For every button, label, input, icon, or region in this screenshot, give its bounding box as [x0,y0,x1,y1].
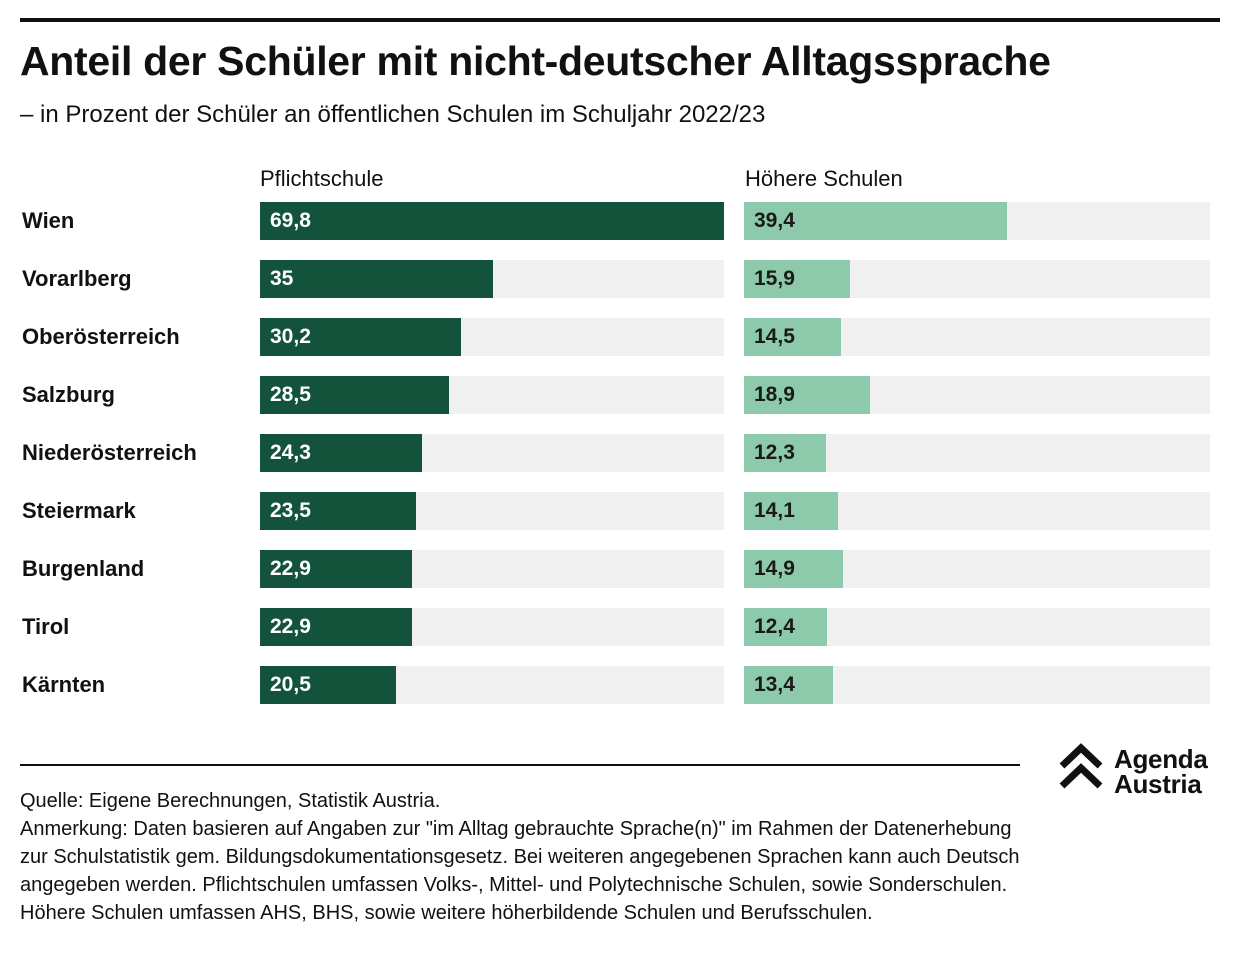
bar-track-hoehere-schulen-niederoesterreich: 12,3 [744,434,1210,472]
category-label-oberoesterreich: Oberösterreich [22,324,180,349]
bar-track-hoehere-schulen-salzburg: 18,9 [744,376,1210,414]
bar-track-hoehere-schulen-tirol: 12,4 [744,608,1210,646]
data-label-hoehere-schulen-kaernten: 13,4 [754,673,795,696]
agenda-austria-logo: Agenda Austria [1058,742,1228,798]
top-rule [20,18,1220,22]
category-label-wien: Wien [22,208,75,233]
bar-hoehere-schulen-tirol: 12,4 [744,608,827,646]
category-label-kaernten: Kärnten [22,672,106,697]
chart-title: Anteil der Schüler mit nicht-deutscher A… [20,38,1051,84]
data-label-pflichtschule-oberoesterreich: 30,2 [270,325,311,348]
bar-track-hoehere-schulen-oberoesterreich: 14,5 [744,318,1210,356]
logo-text-line-2: Austria [1114,769,1202,799]
bar-track-hoehere-schulen-wien: 39,4 [744,202,1210,240]
data-label-pflichtschule-tirol: 22,9 [270,615,311,638]
chart-subtitle: – in Prozent der Schüler an öffentlichen… [20,101,766,128]
data-label-hoehere-schulen-wien: 39,4 [754,209,795,232]
data-label-pflichtschule-steiermark: 23,5 [270,499,311,522]
bar-hoehere-schulen-oberoesterreich: 14,5 [744,318,841,356]
data-label-pflichtschule-burgenland: 22,9 [270,557,311,580]
bar-track-pflichtschule-burgenland: 22,9 [260,550,724,588]
bar-hoehere-schulen-wien: 39,4 [744,202,1007,240]
bar-pflichtschule-kaernten: 20,5 [260,666,396,704]
methodology-note: Anmerkung: Daten basieren auf Angaben zu… [20,818,1020,924]
category-label-steiermark: Steiermark [22,498,136,523]
bar-pflichtschule-wien: 69,8 [260,202,724,240]
data-label-pflichtschule-vorarlberg: 35 [270,267,294,290]
bar-pflichtschule-vorarlberg: 35 [260,260,493,298]
data-label-pflichtschule-niederoesterreich: 24,3 [270,441,311,464]
bar-pflichtschule-niederoesterreich: 24,3 [260,434,422,472]
bar-track-hoehere-schulen-kaernten: 13,4 [744,666,1210,704]
bar-hoehere-schulen-burgenland: 14,9 [744,550,843,588]
column-header-pflichtschule: Pflichtschule [260,166,384,191]
bar-track-hoehere-schulen-burgenland: 14,9 [744,550,1210,588]
source-note: Quelle: Eigene Berechnungen, Statistik A… [20,790,441,812]
column-header-hoehere-schulen: Höhere Schulen [745,166,903,191]
bar-pflichtschule-steiermark: 23,5 [260,492,416,530]
double-chevron-up-icon [1059,743,1103,789]
bar-pflichtschule-tirol: 22,9 [260,608,412,646]
bar-track-hoehere-schulen-steiermark: 14,1 [744,492,1210,530]
bar-hoehere-schulen-salzburg: 18,9 [744,376,870,414]
category-label-niederoesterreich: Niederösterreich [22,440,197,465]
bar-pflichtschule-salzburg: 28,5 [260,376,449,414]
category-label-burgenland: Burgenland [22,556,145,581]
data-label-pflichtschule-salzburg: 28,5 [270,383,311,406]
bar-track-pflichtschule-niederoesterreich: 24,3 [260,434,724,472]
data-label-hoehere-schulen-tirol: 12,4 [754,615,795,638]
bar-track-hoehere-schulen-vorarlberg: 15,9 [744,260,1210,298]
category-label-salzburg: Salzburg [22,382,115,407]
data-label-pflichtschule-wien: 69,8 [270,209,311,232]
bar-track-pflichtschule-oberoesterreich: 30,2 [260,318,724,356]
logo-text-line-1: Agenda [1114,744,1208,774]
bar-track-pflichtschule-wien: 69,8 [260,202,724,240]
bar-hoehere-schulen-steiermark: 14,1 [744,492,838,530]
bar-track-pflichtschule-salzburg: 28,5 [260,376,724,414]
bar-pflichtschule-oberoesterreich: 30,2 [260,318,461,356]
bar-pflichtschule-burgenland: 22,9 [260,550,412,588]
category-label-vorarlberg: Vorarlberg [22,266,132,291]
bar-track-pflichtschule-vorarlberg: 35 [260,260,724,298]
bar-hoehere-schulen-niederoesterreich: 12,3 [744,434,826,472]
bar-hoehere-schulen-vorarlberg: 15,9 [744,260,850,298]
bar-hoehere-schulen-kaernten: 13,4 [744,666,833,704]
data-label-hoehere-schulen-vorarlberg: 15,9 [754,267,795,290]
bar-track-pflichtschule-tirol: 22,9 [260,608,724,646]
data-label-hoehere-schulen-niederoesterreich: 12,3 [754,441,795,464]
bar-track-pflichtschule-steiermark: 23,5 [260,492,724,530]
data-label-hoehere-schulen-oberoesterreich: 14,5 [754,325,795,348]
bar-track-pflichtschule-kaernten: 20,5 [260,666,724,704]
data-label-hoehere-schulen-steiermark: 14,1 [754,499,795,522]
data-label-hoehere-schulen-salzburg: 18,9 [754,383,795,406]
data-label-hoehere-schulen-burgenland: 14,9 [754,557,795,580]
footer-rule [20,764,1020,766]
category-label-tirol: Tirol [22,614,70,639]
data-label-pflichtschule-kaernten: 20,5 [270,673,311,696]
